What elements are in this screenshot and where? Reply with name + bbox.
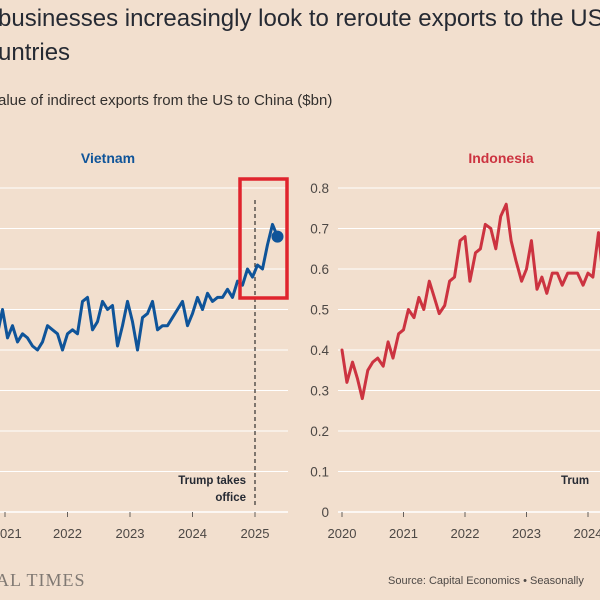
vietnam-latest-point: [271, 230, 284, 243]
y-axis-tick-label: 0.8: [310, 181, 329, 196]
y-axis-tick-label: 0.3: [310, 384, 329, 399]
source-note: Source: Capital Economics • Seasonally: [388, 575, 584, 587]
indonesia-annotation-partial: Trum: [561, 475, 589, 487]
indonesia-x-tick-label: 2023: [512, 526, 541, 541]
vietnam-x-tick-label: 2022: [53, 526, 82, 541]
headline-line-1: businesses increasingly look to reroute …: [0, 5, 600, 32]
vietnam-x-tick-label: 2025: [241, 526, 270, 541]
vietnam-x-tick-label: 2023: [116, 526, 145, 541]
vietnam-panel: Vietnam 021 2022 2023 2024 2025 Trump takes off…: [0, 150, 289, 541]
indonesia-x-tick-label: 2024: [574, 526, 600, 541]
ft-logo: AL TIMES: [0, 570, 86, 590]
vietnam-series-line: [0, 222, 279, 352]
vietnam-panel-title: Vietnam: [81, 150, 135, 166]
trump-annotation-line1: Trump takes: [178, 475, 246, 487]
indonesia-x-tick-label: 2021: [389, 526, 418, 541]
y-axis-tick-label: 0.5: [310, 303, 329, 318]
y-axis-tick-label: 0.1: [310, 465, 329, 480]
vietnam-x-tick-label: 021: [0, 526, 22, 541]
highlight-box: [238, 177, 289, 300]
trump-annotation-line2: office: [215, 492, 246, 504]
y-axis-tick-label: 0.4: [310, 343, 329, 358]
y-axis-tick-label: 0.7: [310, 222, 329, 237]
y-axis-tick-label: 0.6: [310, 262, 329, 277]
y-axis-tick-label: 0: [321, 505, 329, 520]
indonesia-series-line: [340, 202, 600, 401]
y-axis-tick-label: 0.2: [310, 424, 329, 439]
indonesia-panel-title: Indonesia: [468, 150, 534, 166]
indonesia-x-tick-label: 2022: [451, 526, 480, 541]
chart-subtitle: alue of indirect exports from the US to …: [0, 92, 333, 109]
indonesia-panel: 0 0.1 0.2 0.3 0.4 0.5 0.6 0.7 0.8 Indonesia 2020 20…: [310, 150, 600, 541]
indonesia-x-tick-label: 2020: [328, 526, 357, 541]
chart-headline: businesses increasingly look to reroute …: [0, 2, 600, 70]
vietnam-x-tick-label: 2024: [178, 526, 207, 541]
headline-line-2: untries: [0, 39, 71, 66]
